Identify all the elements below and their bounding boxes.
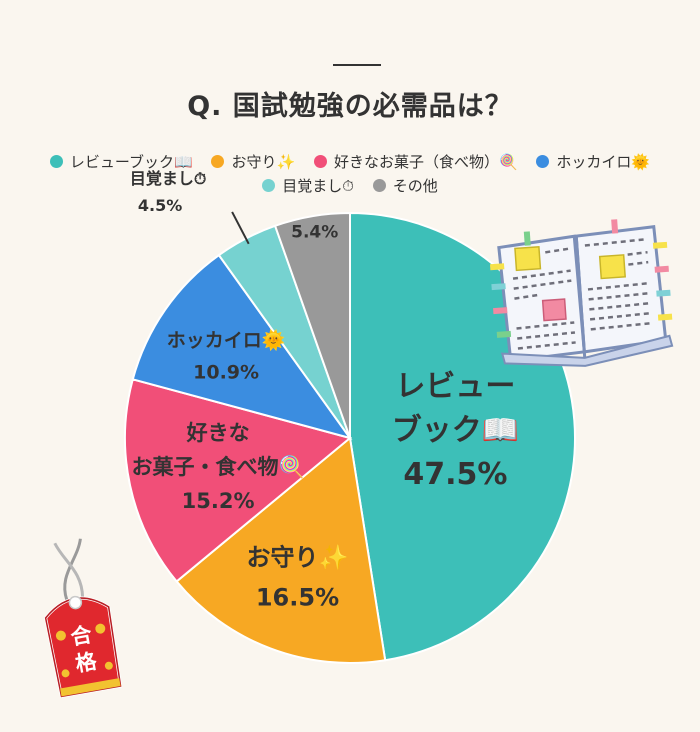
slice-label: レビュー <box>395 369 515 404</box>
legend: レビューブック📖 お守り✨ 好きなお菓子（食べ物）🍭 ホッカイロ🌞 目覚まし⏱ … <box>10 150 690 198</box>
slice-value-label: 15.2% <box>182 489 255 513</box>
slice-item <box>175 436 387 664</box>
legend-item-kairo: ホッカイロ🌞 <box>536 150 650 174</box>
slice-label: 目覚まし⏱ <box>130 169 206 188</box>
legend-dot <box>211 155 225 168</box>
slice-value-label: 4.5% <box>138 196 182 215</box>
slice-item <box>131 253 353 440</box>
legend-label: レビューブック📖 <box>69 153 193 171</box>
slice-item <box>124 378 353 583</box>
legend-label: お守り✨ <box>231 153 296 171</box>
legend-dot <box>262 179 276 192</box>
slice-label: お守り✨ <box>247 543 349 571</box>
legend-label: 好きなお菓子（食べ物）🍭 <box>333 153 518 171</box>
slice-value-label: 16.5% <box>256 583 339 611</box>
legend-dot <box>536 155 550 168</box>
legend-item-alarm: 目覚まし⏱ <box>262 174 354 198</box>
slice-label: お菓子・食べ物🍭 <box>132 453 305 479</box>
legend-dot <box>313 155 327 168</box>
legend-label: 目覚まし⏱ <box>282 177 354 195</box>
open-book-illustration <box>489 219 674 367</box>
legend-item-snacks: 好きなお菓子（食べ物）🍭 <box>313 150 518 174</box>
legend-item-other: その他 <box>372 174 438 198</box>
legend-dot <box>49 155 63 168</box>
slice-label: ブック📖 <box>392 413 519 448</box>
legend-item-reviewbook: レビューブック📖 <box>49 150 193 174</box>
slice-item <box>273 211 351 439</box>
pie-labels: レビューブック📖 47.5% お守り✨ 16.5% 好きなお菓子・食べ物🍭 15.2% ホッ… <box>130 169 519 611</box>
leader-line <box>231 211 250 245</box>
legend-dot <box>372 179 386 192</box>
omamori-charm-illustration: 合 格 <box>44 538 123 699</box>
slice-label: ホッカイロ🌞 <box>167 329 286 352</box>
slice-value-label: 47.5% <box>403 457 507 492</box>
legend-label: その他 <box>392 177 438 195</box>
slice-label: 好きな <box>186 421 250 445</box>
slice-value-label: 5.4% <box>291 223 338 243</box>
legend-item-omamori: お守り✨ <box>211 150 295 174</box>
legend-label: ホッカイロ🌞 <box>556 153 651 171</box>
slice-value-label: 10.9% <box>193 362 259 384</box>
chart-title: Q. 国試勉強の必需品は？ <box>187 91 513 122</box>
title-rule <box>333 64 381 66</box>
legend-row-2: 目覚まし⏱ その他 <box>10 174 690 198</box>
legend-row-1: レビューブック📖 お守り✨ 好きなお菓子（食べ物）🍭 ホッカイロ🌞 <box>10 150 690 174</box>
